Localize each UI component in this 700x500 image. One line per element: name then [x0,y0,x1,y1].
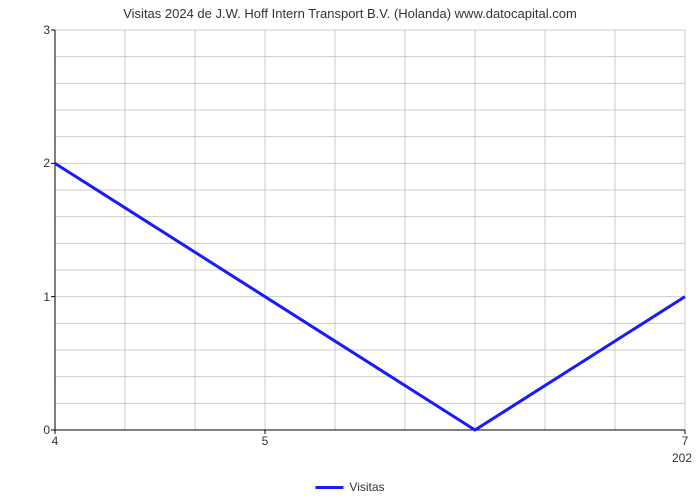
legend: Visitas [315,480,384,494]
chart-title: Visitas 2024 de J.W. Hoff Intern Transpo… [123,6,577,21]
legend-swatch [315,486,343,489]
x-tick-label: 4 [52,434,59,448]
chart-svg [55,30,685,430]
x-tick-label: 5 [262,434,269,448]
y-tick-label: 2 [30,156,50,170]
y-tick-label: 1 [30,290,50,304]
plot-area [55,30,685,430]
y-tick-label: 0 [30,423,50,437]
x-sub-label: 202 [672,451,692,465]
y-tick-label: 3 [30,23,50,37]
legend-label: Visitas [349,480,384,494]
x-tick-label: 7 [682,434,689,448]
